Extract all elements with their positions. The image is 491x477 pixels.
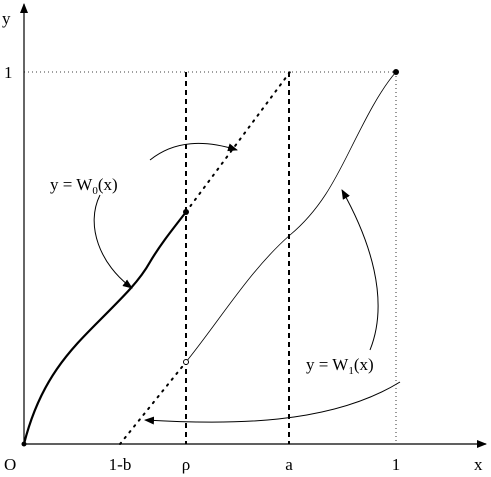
x-axis-label: x [474,455,483,474]
point [393,69,399,75]
arrow [93,194,133,289]
open-point [183,359,189,365]
arrow [341,189,379,351]
point [183,209,189,215]
y-tick-label: 1 [4,63,13,82]
point [21,441,27,447]
annotation: y = W0(x) [50,175,118,197]
x-tick-label: ρ [182,455,190,474]
y-axis-label: y [2,9,11,28]
x-tick-label: a [285,455,293,474]
arrow [144,381,401,425]
arrow [149,142,238,161]
curve-w0 [22,211,187,445]
x-tick-label: 1 [392,455,401,474]
origin-label: O [4,455,16,474]
dotted-upper [185,71,291,213]
annotation: y = W1(x) [306,355,374,377]
dotted-lower [119,361,187,445]
x-tick-label: 1-b [109,455,132,474]
curve-w1 [185,71,397,363]
